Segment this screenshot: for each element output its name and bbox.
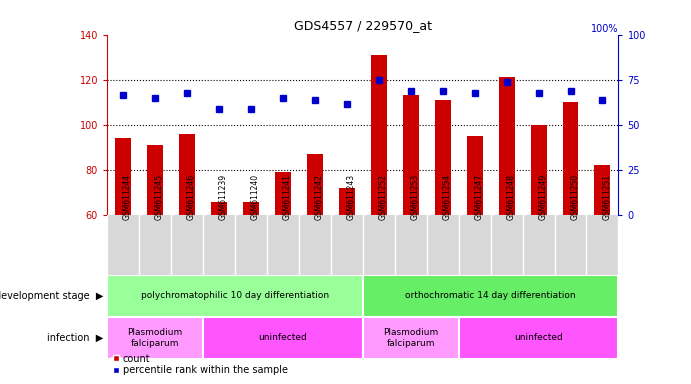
Bar — [363, 275, 618, 317]
Text: Plasmodium
falciparum: Plasmodium falciparum — [383, 328, 438, 348]
Bar — [211, 202, 227, 215]
Text: GSM611246: GSM611246 — [187, 174, 196, 220]
Text: GSM611248: GSM611248 — [507, 174, 515, 220]
Bar — [403, 96, 419, 215]
Text: GSM611240: GSM611240 — [251, 174, 260, 220]
Legend: count, percentile rank within the sample: count, percentile rank within the sample — [112, 354, 287, 375]
Text: GSM611242: GSM611242 — [315, 174, 324, 220]
Bar — [115, 138, 131, 215]
Bar — [147, 145, 163, 215]
Bar — [243, 202, 259, 215]
Text: GSM611253: GSM611253 — [410, 174, 419, 220]
Text: GSM611241: GSM611241 — [283, 174, 292, 220]
Bar — [594, 166, 610, 215]
Text: GSM611250: GSM611250 — [571, 174, 580, 220]
Text: GSM611239: GSM611239 — [219, 174, 228, 220]
Text: uninfected: uninfected — [514, 333, 563, 343]
Bar — [275, 172, 291, 215]
Bar — [107, 317, 203, 359]
Text: GSM611244: GSM611244 — [123, 174, 132, 220]
Text: orthochromatic 14 day differentiation: orthochromatic 14 day differentiation — [406, 291, 576, 300]
Text: infection  ▶: infection ▶ — [48, 333, 104, 343]
Text: GSM611251: GSM611251 — [603, 174, 612, 220]
Text: 100%: 100% — [591, 24, 618, 34]
Bar — [531, 125, 547, 215]
Text: Plasmodium
falciparum: Plasmodium falciparum — [127, 328, 182, 348]
Text: GSM611254: GSM611254 — [443, 174, 452, 220]
Bar — [466, 136, 482, 215]
Text: GSM611249: GSM611249 — [538, 174, 547, 220]
Bar — [363, 317, 459, 359]
Text: GSM611243: GSM611243 — [347, 174, 356, 220]
Text: development stage  ▶: development stage ▶ — [0, 291, 104, 301]
Bar — [562, 102, 578, 215]
Text: GSM611252: GSM611252 — [379, 174, 388, 220]
Text: GSM611247: GSM611247 — [475, 174, 484, 220]
Title: GDS4557 / 229570_at: GDS4557 / 229570_at — [294, 19, 432, 32]
Text: polychromatophilic 10 day differentiation: polychromatophilic 10 day differentiatio… — [141, 291, 329, 300]
Bar — [499, 78, 515, 215]
Bar — [339, 188, 354, 215]
Bar — [107, 275, 363, 317]
Bar — [307, 154, 323, 215]
Bar — [459, 317, 618, 359]
Text: uninfected: uninfected — [258, 333, 307, 343]
Text: GSM611245: GSM611245 — [155, 174, 164, 220]
Bar — [203, 317, 363, 359]
Bar — [435, 100, 451, 215]
Bar — [371, 55, 387, 215]
Bar — [179, 134, 195, 215]
